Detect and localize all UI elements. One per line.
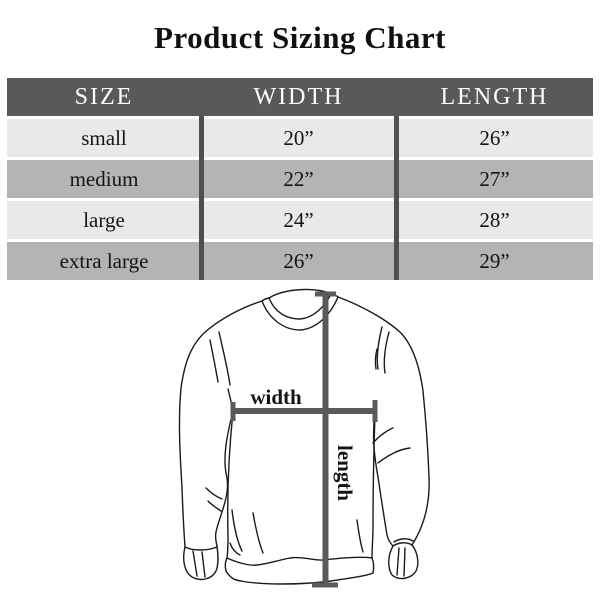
length-value: 26” [479, 125, 510, 150]
length-label: length [333, 445, 357, 501]
size-label: medium [69, 166, 139, 191]
table-row-small: small 20” 26” [7, 119, 593, 157]
size-label: extra large [59, 248, 149, 273]
width-value: 20” [283, 125, 314, 150]
sweatshirt-outline-icon [178, 288, 430, 585]
width-value: 22” [283, 166, 314, 191]
table-row-medium: medium 22” 27” [7, 160, 593, 198]
width-value: 26” [283, 248, 314, 273]
length-value: 27” [479, 166, 510, 191]
column-divider [394, 116, 399, 280]
width-measure-line [230, 400, 378, 422]
column-divider [199, 116, 204, 280]
length-measure-line [312, 291, 338, 588]
table-header-row: SIZE WIDTH LENGTH [7, 78, 593, 116]
length-value: 29” [479, 248, 510, 273]
table-row-large: large 24” 28” [7, 201, 593, 239]
table-row-extra-large: extra large 26” 29” [7, 242, 593, 280]
header-size: SIZE [74, 83, 134, 110]
header-width: WIDTH [253, 83, 344, 110]
size-label: large [83, 207, 125, 232]
width-label: width [250, 385, 302, 409]
sizing-table: SIZE WIDTH LENGTH small 20” 26” medium 2… [7, 78, 593, 280]
header-length: LENGTH [440, 83, 549, 110]
sweatshirt-diagram: width length [178, 288, 430, 588]
length-value: 28” [479, 207, 510, 232]
page-title: Product Sizing Chart [154, 20, 446, 55]
size-label: small [81, 125, 127, 150]
width-value: 24” [283, 207, 314, 232]
